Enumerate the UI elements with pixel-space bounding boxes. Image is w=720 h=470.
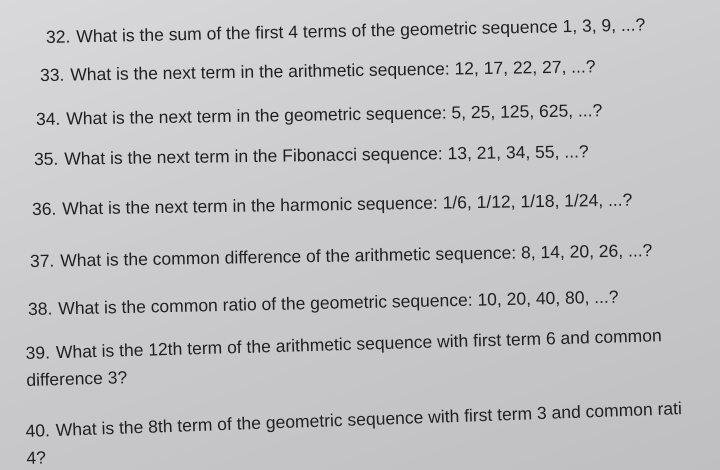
question: 37. What is the common difference of the … [30, 237, 653, 275]
question-number: 32. [45, 26, 71, 47]
question-number: 33. [39, 64, 65, 85]
question-text: difference 3? [26, 367, 128, 390]
question: 40. What is the 8th term of the geometric… [25, 395, 683, 470]
question-line: 36. What is the next term in the harmonic… [32, 187, 633, 223]
question-line: 34. What is the next term in the geometri… [36, 97, 603, 133]
question-line: 33. What is the next term in the arithmet… [40, 53, 596, 89]
question-line: 38. What is the common ratio of the geome… [28, 284, 619, 323]
question-number: 39. [25, 342, 51, 364]
question-text: 4? [26, 447, 47, 468]
question: 38. What is the common ratio of the geome… [28, 284, 619, 323]
question: 39. What is the 12th term of the arithmet… [25, 322, 663, 394]
question-number: 40. [25, 420, 51, 442]
question-text: What is the next term in the arithmetic … [70, 56, 596, 85]
question: 36. What is the next term in the harmonic… [32, 187, 633, 223]
question-number: 36. [31, 198, 57, 219]
question-text: What is the common difference of the ari… [60, 240, 653, 271]
question-line: 32. What is the sum of the first 4 terms … [46, 11, 646, 51]
question-number: 38. [27, 298, 53, 319]
question-text: What is the sum of the first 4 terms of … [76, 14, 646, 47]
question-text: What is the next term in the harmonic se… [62, 189, 633, 219]
question-text: What is the next term in the geometric s… [66, 100, 603, 129]
question-number: 35. [33, 148, 59, 169]
question-text: What is the common ratio of the geometri… [58, 286, 619, 319]
question-line: 37. What is the common difference of the … [30, 237, 653, 275]
question-text: What is the next term in the Fibonacci s… [64, 141, 589, 169]
question: 35. What is the next term in the Fibonacc… [34, 138, 589, 173]
question: 32. What is the sum of the first 4 terms … [46, 11, 646, 51]
question-number: 37. [29, 250, 55, 271]
question-line: 35. What is the next term in the Fibonacc… [34, 138, 589, 173]
question: 33. What is the next term in the arithmet… [40, 53, 596, 89]
question-number: 34. [35, 108, 61, 129]
question: 34. What is the next term in the geometri… [36, 97, 603, 133]
